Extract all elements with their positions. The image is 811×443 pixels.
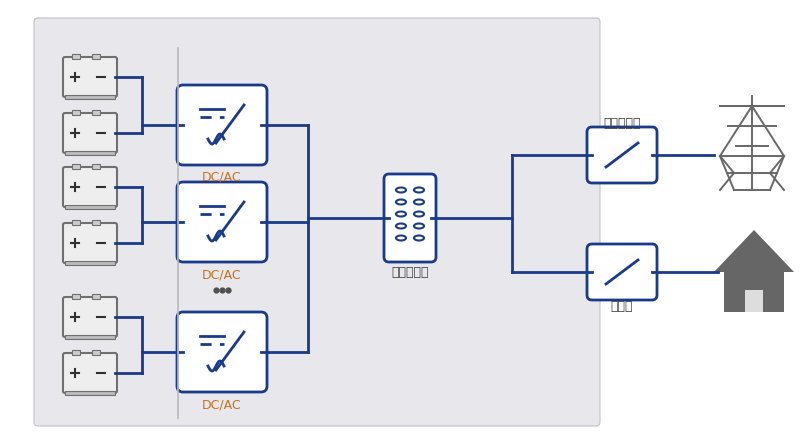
Text: 隔离变压器: 隔离变压器 [391,266,429,279]
Bar [72,294,80,299]
Bar [72,220,80,225]
FancyBboxPatch shape [63,223,117,263]
Text: DC/AC: DC/AC [202,171,242,184]
FancyBboxPatch shape [384,174,436,262]
Bar [65,391,115,395]
Bar [92,110,100,115]
FancyBboxPatch shape [177,182,267,262]
Bar [92,164,100,169]
Bar [92,294,100,299]
Bar [92,220,100,225]
FancyBboxPatch shape [63,113,117,153]
Bar [65,205,115,209]
Bar [65,335,115,339]
FancyBboxPatch shape [177,85,267,165]
Bar [72,54,80,59]
Bar [72,164,80,169]
Bar [72,110,80,115]
FancyBboxPatch shape [63,297,117,337]
Polygon shape [714,230,794,272]
Text: 断路器: 断路器 [611,300,633,313]
Bar [724,272,784,312]
Bar [65,261,115,265]
FancyBboxPatch shape [587,244,657,300]
Text: DC/AC: DC/AC [202,268,242,281]
Text: DC/AC: DC/AC [202,398,242,411]
Bar [65,95,115,99]
Bar [65,151,115,155]
FancyBboxPatch shape [63,167,117,207]
FancyBboxPatch shape [177,312,267,392]
FancyBboxPatch shape [34,18,600,426]
Bar [92,54,100,59]
FancyBboxPatch shape [587,127,657,183]
FancyBboxPatch shape [63,353,117,393]
Bar [745,290,763,312]
FancyBboxPatch shape [63,57,117,97]
Bar [72,350,80,355]
Text: 电网控制器: 电网控制器 [603,117,641,130]
Bar [92,350,100,355]
